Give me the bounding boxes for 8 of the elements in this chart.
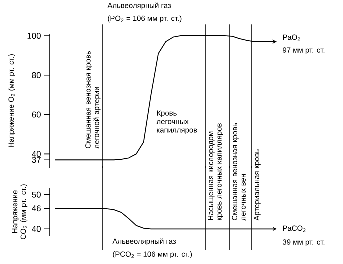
y-tick-label: 40: [32, 226, 41, 232]
y-tick-label: 100: [28, 32, 41, 39]
y-tick-label: 40: [32, 151, 41, 158]
y-tick-label: 50: [32, 192, 41, 198]
y-tick-label: 60: [32, 112, 41, 118]
y-tick-label: 46: [32, 206, 41, 212]
y-tick-label: 37: [32, 157, 41, 164]
y-tick-label: 80: [32, 72, 41, 78]
